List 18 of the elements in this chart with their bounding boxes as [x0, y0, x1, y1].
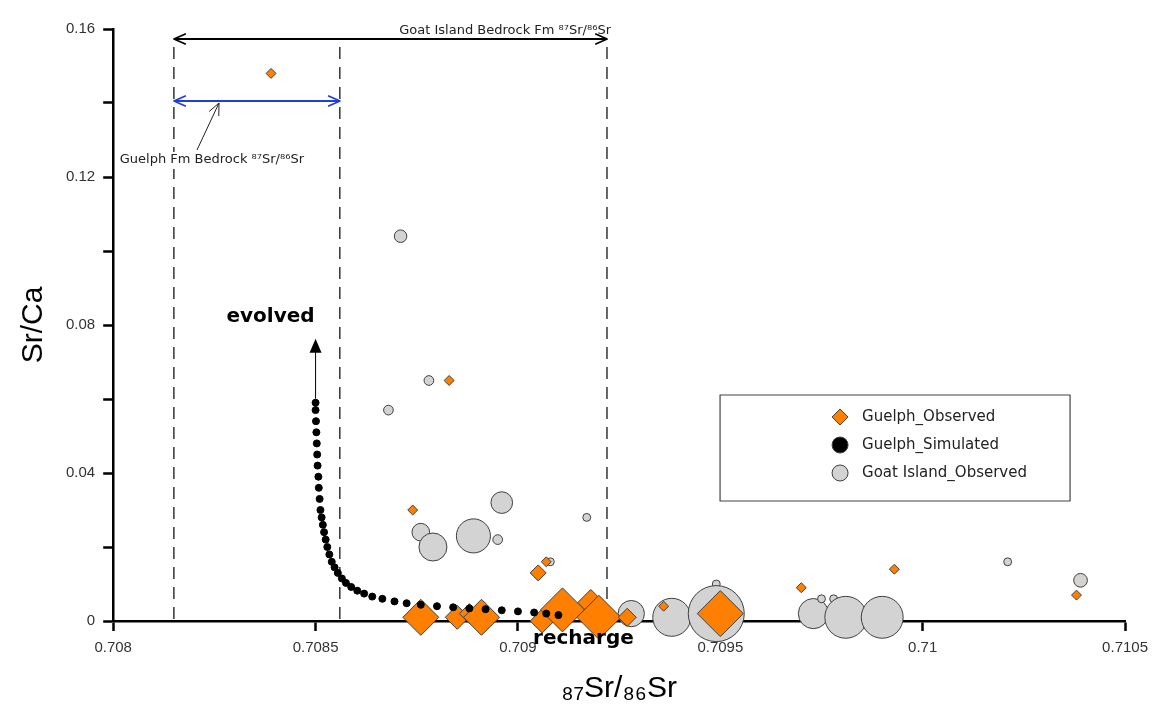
y-tick-label: 0.12	[65, 167, 96, 185]
y-axis-title: Sr/Ca	[15, 286, 49, 364]
annotation: Goat Island Bedrock Fm ⁸⁷Sr/⁸⁶Sr	[399, 21, 612, 37]
legend-label: Guelph_Observed	[862, 406, 996, 426]
y-tick-label: 0.16	[65, 19, 96, 37]
x-tick-label: 0.708	[94, 638, 132, 656]
y-tick-label: 0.08	[65, 315, 96, 333]
x-tick-label: 0.7085	[292, 638, 339, 656]
x-tick-label: 0.7105	[1102, 638, 1149, 656]
x-axis-title: ₈₇Sr/₈₆Sr	[561, 670, 677, 704]
y-tick-label: 0	[86, 611, 96, 629]
annotation: Guelph Fm Bedrock ⁸⁷Sr/⁸⁶Sr	[119, 150, 305, 166]
x-tick-label: 0.71	[908, 638, 938, 656]
y-tick-label: 0.04	[65, 463, 96, 481]
legend-label: Guelph_Simulated	[862, 434, 999, 454]
x-tick-label: 0.7095	[697, 638, 744, 656]
annotation: evolved	[226, 302, 315, 327]
legend-label: Goat Island_Observed	[862, 462, 1027, 482]
